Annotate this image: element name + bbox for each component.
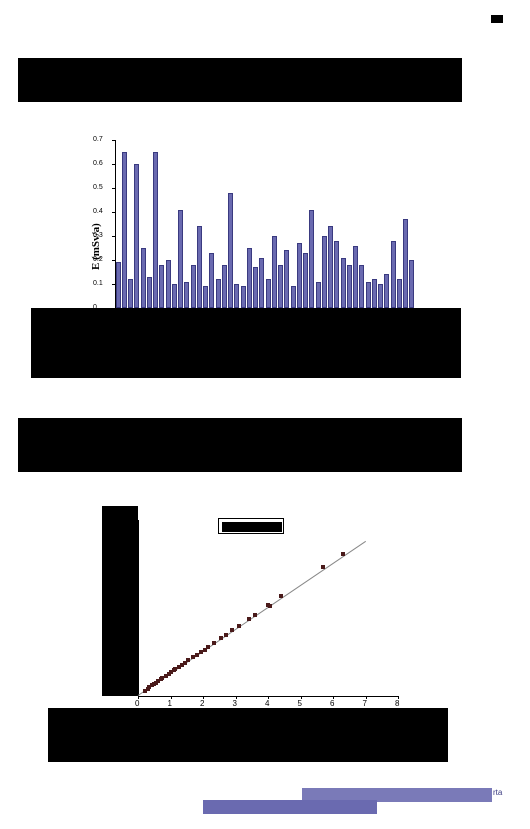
scatter-legend-swatch xyxy=(222,522,282,532)
scatter-xtick-label: 1 xyxy=(168,699,172,708)
scatter-xtick-label: 3 xyxy=(233,699,237,708)
scatter-point xyxy=(237,624,241,628)
scatter-point xyxy=(268,604,272,608)
scatter-xtick-label: 6 xyxy=(330,699,334,708)
scatter-point xyxy=(230,628,234,632)
scatter-point xyxy=(321,565,325,569)
scatter-point xyxy=(212,641,216,645)
scatter-xtick-label: 7 xyxy=(363,699,367,708)
scatter-point xyxy=(247,617,251,621)
scatter-point xyxy=(253,613,257,617)
scatter-point xyxy=(206,645,210,649)
scatter-point xyxy=(186,658,190,662)
scatter-xtick-label: 5 xyxy=(298,699,302,708)
page-root: E (mSv/a) 00.10.20.30.40.50.60.7 0123456… xyxy=(0,0,530,829)
scatter-point xyxy=(279,594,283,598)
scatter-y-axis xyxy=(138,520,139,696)
scatter-xtick-label: 8 xyxy=(395,699,399,708)
scatter-legend xyxy=(218,518,284,534)
scatter-xtick-label: 0 xyxy=(135,699,139,708)
scatter-xtick-label: 2 xyxy=(200,699,204,708)
scatter-chart: 0 1 2 3 4 5 6 7 8 xyxy=(0,0,530,760)
footer-bar-lower xyxy=(203,800,377,814)
scatter-xtick-label: 4 xyxy=(265,699,269,708)
footer-label: rta xyxy=(493,788,502,797)
scatter-point xyxy=(219,636,223,640)
scatter-point xyxy=(341,552,345,556)
scatter-point xyxy=(224,633,228,637)
scatter-point xyxy=(195,653,199,657)
